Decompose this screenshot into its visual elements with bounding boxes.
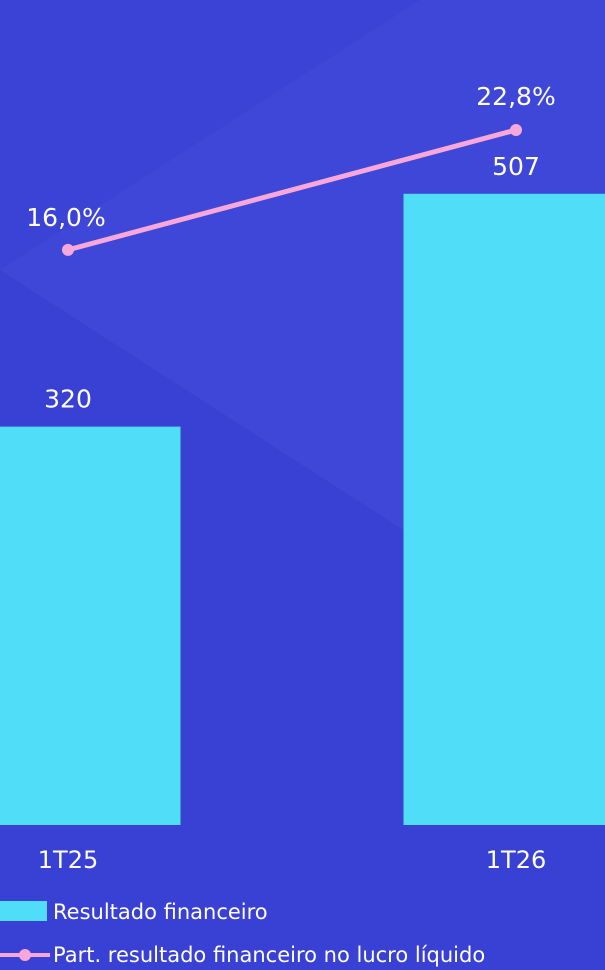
line-path bbox=[65, 127, 519, 253]
line-value-label-1T26: 22,8% bbox=[476, 82, 555, 111]
line-value-label-1T25: 16,0% bbox=[26, 203, 105, 232]
bar-1T26 bbox=[403, 193, 605, 825]
bar-series bbox=[0, 193, 605, 825]
category-label-1T26: 1T26 bbox=[486, 846, 546, 874]
data-labels: 320 1T25 507 1T26 16,0% 22,8% bbox=[26, 82, 555, 874]
line-series bbox=[62, 123, 522, 256]
legend-bar-label: Resultado financeiro bbox=[53, 900, 268, 924]
legend-line-marker bbox=[19, 949, 31, 961]
legend-bar-swatch bbox=[0, 901, 47, 921]
category-label-1T25: 1T25 bbox=[38, 846, 98, 874]
line-point-1T25 bbox=[62, 243, 74, 256]
bar-1T25 bbox=[0, 426, 181, 825]
legend: Resultado financeiro Part. resultado fina… bbox=[0, 900, 485, 967]
legend-line-label: Part. resultado financeiro no lucro líqu… bbox=[53, 943, 485, 967]
bar-value-label-1T26: 507 bbox=[492, 152, 540, 181]
bar-value-label-1T25: 320 bbox=[44, 385, 92, 414]
line-point-1T26 bbox=[510, 123, 522, 136]
